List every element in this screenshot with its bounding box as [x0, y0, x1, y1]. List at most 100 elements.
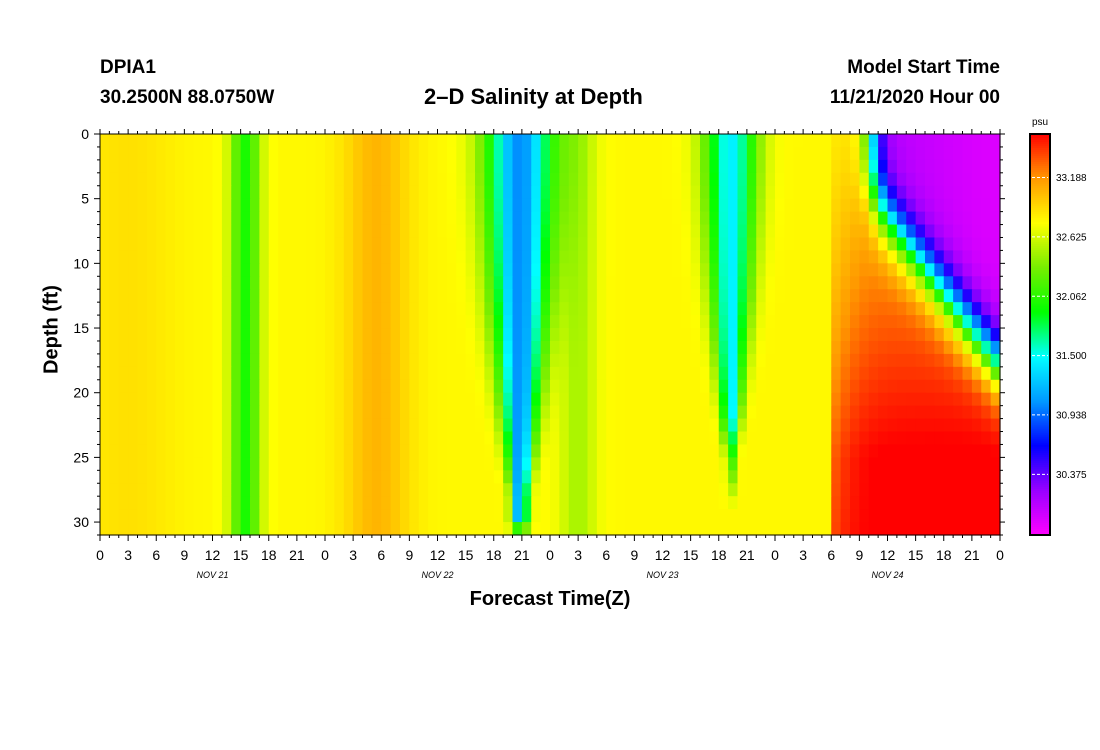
heatmap-cell: [868, 198, 879, 213]
heatmap-cell: [390, 289, 401, 303]
heatmap-cell: [100, 237, 110, 252]
heatmap-cell: [971, 522, 982, 536]
heatmap-cell: [343, 302, 354, 316]
heatmap-cell: [868, 353, 879, 368]
heatmap-cell: [887, 250, 898, 264]
heatmap-cell: [831, 470, 842, 484]
heatmap-cell: [775, 405, 785, 420]
x-tick-label: 21: [964, 547, 980, 563]
heatmap-cell: [550, 392, 560, 407]
heatmap-cell: [568, 328, 579, 342]
heatmap-cell: [793, 405, 804, 420]
heatmap-cell: [100, 328, 110, 342]
heatmap-cell: [803, 431, 814, 446]
heatmap-cell: [165, 379, 176, 394]
heatmap-cell: [896, 237, 907, 252]
heatmap-cell: [746, 250, 757, 264]
heatmap-cell: [503, 172, 514, 187]
heatmap-cell: [971, 379, 982, 394]
heatmap-cell: [165, 405, 176, 420]
heatmap-cell: [681, 457, 692, 471]
heatmap-cell: [437, 263, 448, 277]
heatmap-cell: [681, 496, 692, 510]
heatmap-cell: [381, 146, 392, 161]
heatmap-cell: [643, 418, 654, 433]
heatmap-cell: [175, 444, 185, 458]
heatmap-cell: [681, 353, 692, 368]
heatmap-cell: [512, 134, 523, 148]
heatmap-cell: [343, 315, 354, 329]
heatmap-cell: [803, 418, 814, 433]
heatmap-cell: [643, 263, 654, 277]
heatmap-cell: [400, 302, 410, 316]
heatmap-cell: [765, 315, 776, 329]
heatmap-cell: [915, 263, 926, 277]
heatmap-cell: [915, 172, 926, 187]
heatmap-cell: [653, 470, 664, 484]
heatmap-cell: [746, 302, 757, 316]
heatmap-cell: [784, 509, 795, 523]
colorbar-swatch: [1030, 164, 1050, 167]
heatmap-cell: [896, 431, 907, 446]
heatmap-cell: [596, 159, 607, 174]
heatmap-cell: [278, 159, 289, 174]
heatmap-cell: [390, 328, 401, 342]
heatmap-cell: [156, 496, 167, 510]
colorbar-swatch: [1030, 292, 1050, 295]
heatmap-cell: [493, 366, 504, 381]
heatmap-cell: [409, 134, 420, 148]
heatmap-cell: [362, 379, 373, 394]
heatmap-cell: [821, 340, 832, 355]
heatmap-cell: [625, 276, 635, 290]
heatmap-cell: [465, 522, 476, 536]
heatmap-cell: [456, 509, 467, 523]
heatmap-cell: [465, 172, 476, 187]
heatmap-cell: [165, 302, 176, 316]
heatmap-cell: [156, 328, 167, 342]
heatmap-cell: [175, 263, 185, 277]
heatmap-cell: [240, 431, 251, 446]
heatmap-cell: [156, 340, 167, 355]
heatmap-cell: [325, 431, 335, 446]
heatmap-cell: [728, 250, 739, 264]
heatmap-cell: [550, 522, 560, 536]
heatmap-cell: [231, 211, 242, 226]
heatmap-cell: [868, 405, 879, 420]
heatmap-cell: [353, 224, 364, 239]
heatmap-cell: [193, 328, 204, 342]
colorbar-swatch: [1030, 386, 1050, 390]
heatmap-cell: [728, 224, 739, 239]
heatmap-cell: [990, 470, 1001, 484]
colorbar-swatch: [1030, 392, 1050, 396]
heatmap-cell: [962, 146, 973, 161]
heatmap-cell: [746, 392, 757, 407]
heatmap-cell: [418, 522, 429, 536]
colorbar-swatch: [1030, 400, 1050, 404]
heatmap-cell: [643, 483, 654, 497]
heatmap-cell: [240, 328, 251, 342]
heatmap-cell: [737, 470, 748, 484]
colorbar-swatch: [1030, 222, 1050, 225]
heatmap-cell: [625, 172, 635, 187]
heatmap-cell: [868, 431, 879, 446]
heatmap-cell: [868, 159, 879, 174]
heatmap-cell: [184, 289, 195, 303]
heatmap-cell: [934, 237, 945, 252]
colorbar-swatch: [1030, 224, 1050, 227]
heatmap-cell: [887, 366, 898, 381]
heatmap-cell: [887, 444, 898, 458]
heatmap-cell: [850, 405, 860, 420]
heatmap-cell: [240, 340, 251, 355]
colorbar-swatch: [1030, 378, 1050, 382]
heatmap-cell: [531, 315, 542, 329]
heatmap-cell: [765, 431, 776, 446]
heatmap-cell: [625, 366, 635, 381]
heatmap-cell: [550, 263, 560, 277]
heatmap-cell: [878, 146, 889, 161]
heatmap-cell: [596, 392, 607, 407]
heatmap-cell: [418, 211, 429, 226]
heatmap-cell: [878, 496, 889, 510]
heatmap-cell: [653, 198, 664, 213]
heatmap-cell: [315, 366, 326, 381]
heatmap-cell: [634, 237, 645, 252]
